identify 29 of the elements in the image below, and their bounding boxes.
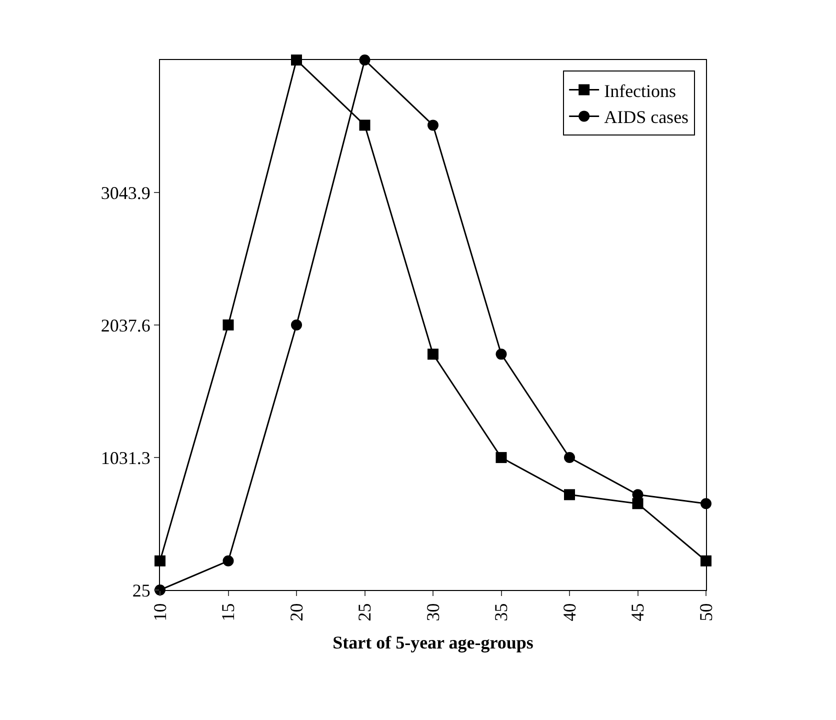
point (359, 120, 370, 131)
point (700, 555, 712, 566)
x-tick-label: 30 (422, 603, 443, 622)
point (154, 555, 166, 566)
x-tick-label: 35 (491, 603, 512, 622)
y-tick-label: 3043.9 (100, 182, 150, 203)
point (428, 120, 438, 131)
point (496, 452, 507, 464)
y-tick-label: 1031.3 (100, 448, 150, 468)
point (564, 489, 575, 500)
x-tick-label: 10 (150, 603, 170, 622)
point (291, 54, 302, 66)
x-axis-title: Start of 5-year age-groups (332, 632, 534, 652)
x-tick-label: 40 (559, 603, 580, 622)
y-tick-label: 2037.6 (100, 315, 150, 336)
x-tick-label: 50 (696, 603, 716, 622)
point (222, 555, 234, 566)
legend-label: Infections (604, 80, 676, 101)
point (428, 348, 438, 360)
x-tick-label: 15 (218, 603, 238, 622)
x-tick-label: 45 (628, 603, 648, 622)
y-tick-label: 25 (132, 580, 150, 600)
point (496, 348, 507, 360)
x-tick-label: 25 (354, 603, 375, 622)
point (222, 319, 234, 330)
legend-label: AIDS cases (604, 107, 689, 128)
x-tick-label: 20 (286, 603, 306, 622)
point (564, 452, 575, 464)
point (291, 319, 302, 330)
